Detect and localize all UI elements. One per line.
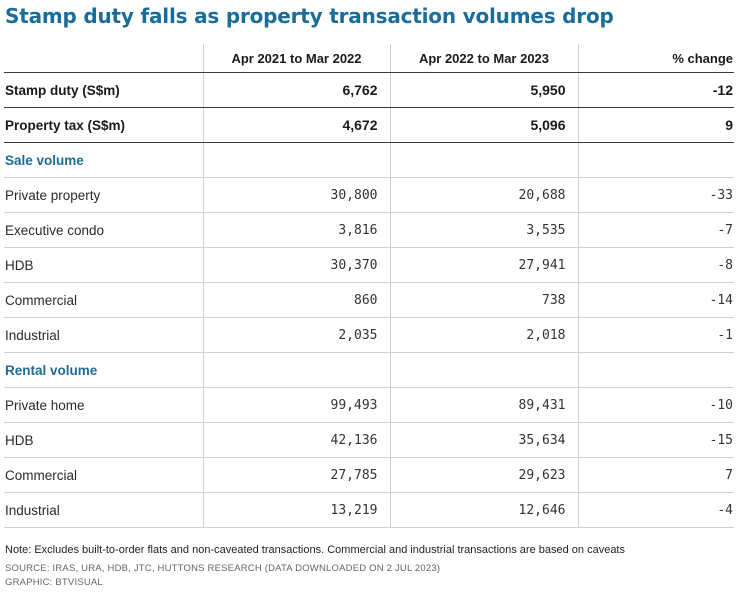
- row-label: HDB: [4, 422, 203, 458]
- value-period-2: 27,941: [389, 247, 578, 283]
- header-cell-period-2: Apr 2022 to Mar 2023: [389, 44, 578, 73]
- value-change: 7: [577, 457, 734, 493]
- value-change: -10: [577, 387, 734, 423]
- value-period-2: 3,535: [389, 212, 578, 248]
- graphic-credit: GRAPHIC: BTVISUAL: [5, 577, 103, 588]
- row-label: Industrial: [4, 317, 203, 353]
- value-period-2: 35,634: [389, 422, 578, 458]
- row-label: HDB: [4, 247, 203, 283]
- value-period-2: 738: [389, 282, 578, 318]
- header-cell-label: [4, 44, 203, 73]
- table-body: Apr 2021 to Mar 2022 Apr 2022 to Mar 202…: [4, 44, 734, 528]
- value-period-1: 27,785: [202, 457, 390, 493]
- table-row: HDB 42,136 35,634 -15: [4, 422, 734, 458]
- row-label: Executive condo: [4, 212, 203, 248]
- header-cell-period-1: Apr 2021 to Mar 2022: [202, 44, 390, 73]
- table-row: Industrial 2,035 2,018 -1: [4, 317, 734, 353]
- value-period-1: [202, 142, 390, 178]
- value-period-1: 13,219: [202, 492, 390, 528]
- section-heading: Rental volume: [4, 352, 203, 388]
- value-period-1: [202, 352, 390, 388]
- value-period-1: 4,672: [202, 107, 390, 143]
- row-label: Commercial: [4, 282, 203, 318]
- table-row: Commercial 860 738 -14: [4, 282, 734, 318]
- row-label: Private home: [4, 387, 203, 423]
- chart-title: Stamp duty falls as property transaction…: [5, 4, 614, 28]
- value-period-2: [389, 142, 578, 178]
- value-change: -12: [577, 72, 734, 108]
- value-period-1: 30,370: [202, 247, 390, 283]
- section-row: Sale volume: [4, 142, 734, 178]
- table-row: Executive condo 3,816 3,535 -7: [4, 212, 734, 248]
- table-row: Private property 30,800 20,688 -33: [4, 177, 734, 213]
- value-period-2: 29,623: [389, 457, 578, 493]
- value-period-1: 6,762: [202, 72, 390, 108]
- value-period-1: 860: [202, 282, 390, 318]
- row-label: Industrial: [4, 492, 203, 528]
- data-table: Apr 2021 to Mar 2022 Apr 2022 to Mar 202…: [4, 44, 734, 528]
- table-row: Stamp duty (S$m) 6,762 5,950 -12: [4, 72, 734, 108]
- table-row: Commercial 27,785 29,623 7: [4, 457, 734, 493]
- row-label: Property tax (S$m): [4, 107, 203, 143]
- table-row: Industrial 13,219 12,646 -4: [4, 492, 734, 528]
- value-change: [577, 352, 734, 388]
- value-change: -1: [577, 317, 734, 353]
- row-label: Commercial: [4, 457, 203, 493]
- header-cell-change: % change: [577, 44, 734, 73]
- value-period-1: 3,816: [202, 212, 390, 248]
- section-heading: Sale volume: [4, 142, 203, 178]
- value-period-2: 2,018: [389, 317, 578, 353]
- value-period-1: 30,800: [202, 177, 390, 213]
- value-period-1: 2,035: [202, 317, 390, 353]
- value-change: -4: [577, 492, 734, 528]
- value-change: -14: [577, 282, 734, 318]
- value-change: 9: [577, 107, 734, 143]
- value-period-2: 5,950: [389, 72, 578, 108]
- value-change: -7: [577, 212, 734, 248]
- value-period-2: 20,688: [389, 177, 578, 213]
- header-row: Apr 2021 to Mar 2022 Apr 2022 to Mar 202…: [4, 44, 734, 73]
- value-change: -33: [577, 177, 734, 213]
- footnote: Note: Excludes built-to-order flats and …: [5, 544, 625, 556]
- table-row: Private home 99,493 89,431 -10: [4, 387, 734, 423]
- row-label: Private property: [4, 177, 203, 213]
- table-row: Property tax (S$m) 4,672 5,096 9: [4, 107, 734, 143]
- value-period-2: 12,646: [389, 492, 578, 528]
- value-period-1: 42,136: [202, 422, 390, 458]
- value-change: -8: [577, 247, 734, 283]
- section-row: Rental volume: [4, 352, 734, 388]
- table-row: HDB 30,370 27,941 -8: [4, 247, 734, 283]
- value-change: -15: [577, 422, 734, 458]
- value-period-2: [389, 352, 578, 388]
- source-line: SOURCE: IRAS, URA, HDB, JTC, HUTTONS RES…: [5, 563, 441, 574]
- value-period-2: 89,431: [389, 387, 578, 423]
- row-label: Stamp duty (S$m): [4, 72, 203, 108]
- value-period-1: 99,493: [202, 387, 390, 423]
- value-change: [577, 142, 734, 178]
- value-period-2: 5,096: [389, 107, 578, 143]
